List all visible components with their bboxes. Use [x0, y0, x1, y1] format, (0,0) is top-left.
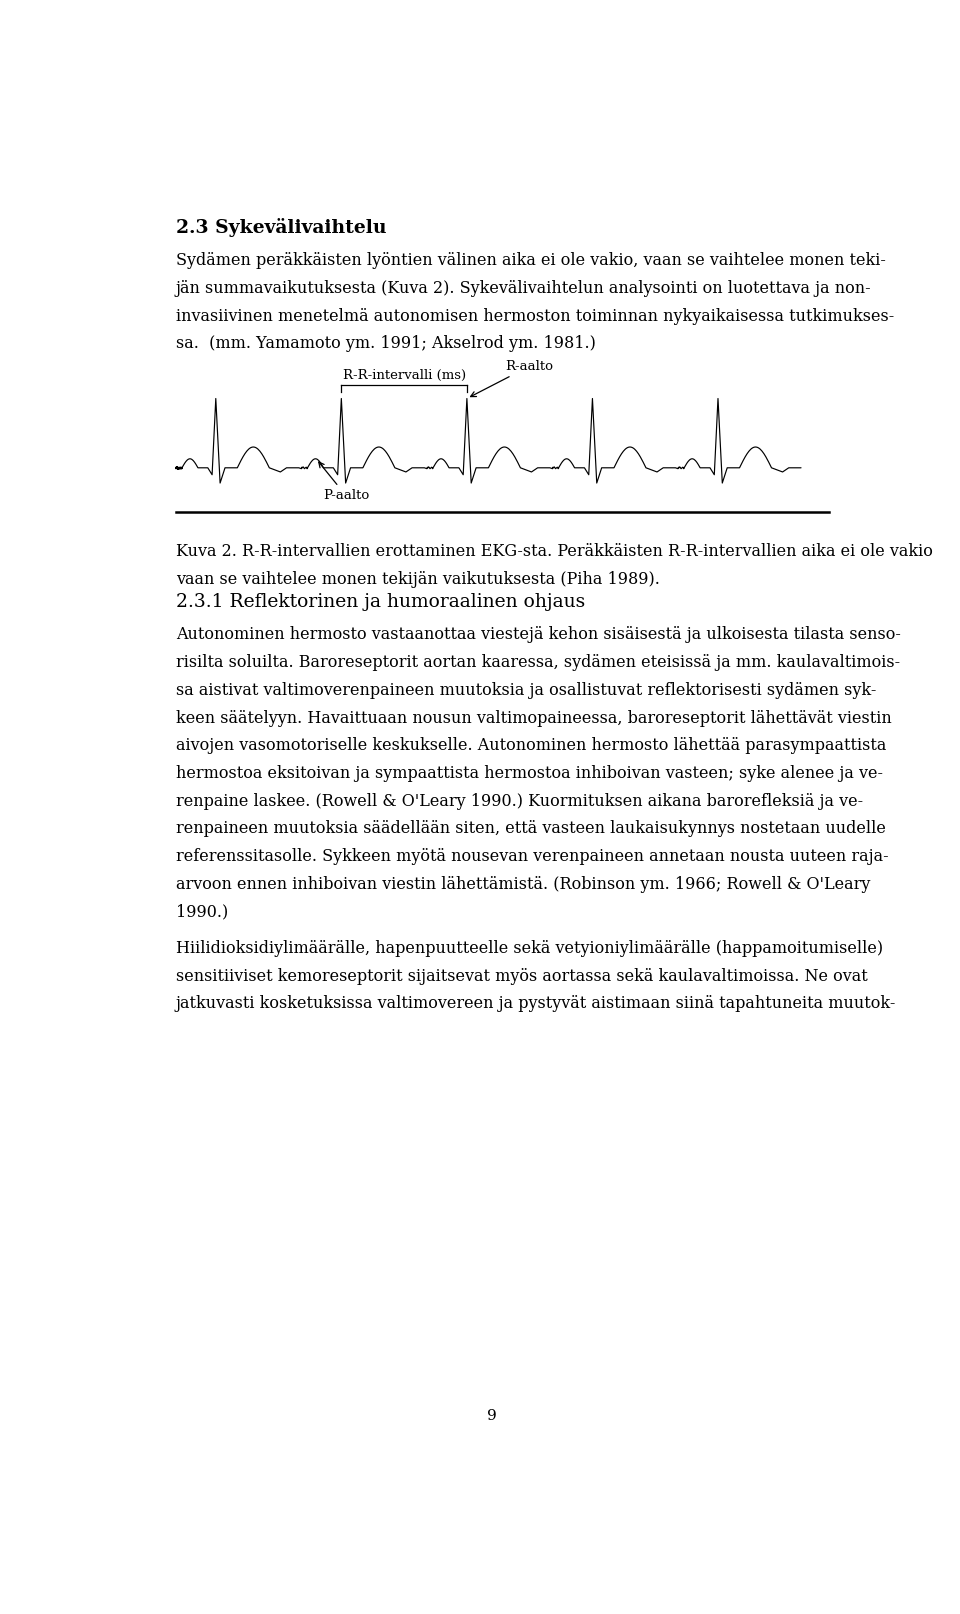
Text: vaan se vaihtelee monen tekijän vaikutuksesta (Piha 1989).: vaan se vaihtelee monen tekijän vaikutuk… — [176, 571, 660, 587]
Text: sensitiiviset kemoreseptorit sijaitsevat myös aortassa sekä kaulavaltimoissa. Ne: sensitiiviset kemoreseptorit sijaitsevat… — [176, 967, 868, 985]
Text: risilta soluilta. Baroreseptorit aortan kaaressa, sydämen eteisissä ja mm. kaula: risilta soluilta. Baroreseptorit aortan … — [176, 654, 900, 671]
Text: jän summavaikutuksesta (Kuva 2). Sykevälivaihtelun analysointi on luotettava ja : jän summavaikutuksesta (Kuva 2). Sykeväl… — [176, 279, 872, 297]
Text: Sydämen peräkkäisten lyöntien välinen aika ei ole vakio, vaan se vaihtelee monen: Sydämen peräkkäisten lyöntien välinen ai… — [176, 252, 886, 270]
Text: referenssitasolle. Sykkeen myötä nousevan verenpaineen annetaan nousta uuteen ra: referenssitasolle. Sykkeen myötä nouseva… — [176, 849, 888, 865]
Text: invasiivinen menetelmä autonomisen hermoston toiminnan nykyaikaisessa tutkimukse: invasiivinen menetelmä autonomisen hermo… — [176, 308, 894, 324]
Text: Autonominen hermosto vastaanottaa viestejä kehon sisäisestä ja ulkoisesta tilast: Autonominen hermosto vastaanottaa vieste… — [176, 626, 900, 644]
Text: Hiilidioksidiylimäärälle, hapenpuutteelle sekä vetyioniylimäärälle (happamoitumi: Hiilidioksidiylimäärälle, hapenpuutteell… — [176, 939, 883, 957]
Text: keen säätelyyn. Havaittuaan nousun valtimopaineessa, baroreseptorit lähettävät v: keen säätelyyn. Havaittuaan nousun valti… — [176, 710, 892, 726]
Text: R-aalto: R-aalto — [470, 360, 554, 397]
Text: sa.  (mm. Yamamoto ym. 1991; Akselrod ym. 1981.): sa. (mm. Yamamoto ym. 1991; Akselrod ym.… — [176, 336, 595, 352]
Text: P-aalto: P-aalto — [319, 462, 370, 502]
Text: 1990.): 1990.) — [176, 904, 228, 920]
Text: aivojen vasomotoriselle keskukselle. Autonominen hermosto lähettää parasympaatti: aivojen vasomotoriselle keskukselle. Aut… — [176, 738, 886, 754]
Text: jatkuvasti kosketuksissa valtimovereen ja pystyvät aistimaan siinä tapahtuneita : jatkuvasti kosketuksissa valtimovereen j… — [176, 996, 897, 1012]
Text: arvoon ennen inhiboivan viestin lähettämistä. (Robinson ym. 1966; Rowell & O'Lea: arvoon ennen inhiboivan viestin lähettäm… — [176, 876, 870, 893]
Text: renpaine laskee. (Rowell & O'Leary 1990.) Kuormituksen aikana barorefleksiä ja v: renpaine laskee. (Rowell & O'Leary 1990.… — [176, 792, 863, 810]
Text: 2.3 Sykevälivaihtelu: 2.3 Sykevälivaihtelu — [176, 218, 386, 237]
Text: 9: 9 — [487, 1409, 497, 1422]
Text: sa aistivat valtimoverenpaineen muutoksia ja osallistuvat reflektorisesti sydäme: sa aistivat valtimoverenpaineen muutoksi… — [176, 681, 876, 699]
Text: R-R-intervalli (ms): R-R-intervalli (ms) — [343, 368, 466, 381]
Text: 2.3.1 Reflektorinen ja humoraalinen ohjaus: 2.3.1 Reflektorinen ja humoraalinen ohja… — [176, 594, 585, 612]
Text: Kuva 2. R-R-intervallien erottaminen EKG-sta. Peräkkäisten R-R-intervallien aika: Kuva 2. R-R-intervallien erottaminen EKG… — [176, 544, 933, 560]
Text: renpaineen muutoksia säädellään siten, että vasteen laukaisukynnys nostetaan uud: renpaineen muutoksia säädellään siten, e… — [176, 820, 886, 838]
Text: hermostoa eksitoivan ja sympaattista hermostoa inhiboivan vasteen; syke alenee j: hermostoa eksitoivan ja sympaattista her… — [176, 765, 883, 783]
